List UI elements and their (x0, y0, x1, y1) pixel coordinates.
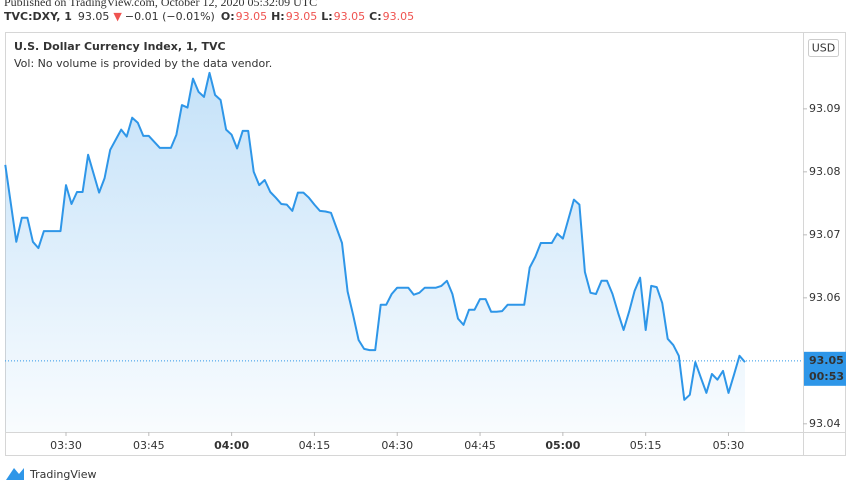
countdown-label: 00:53 (809, 370, 844, 383)
currency-box[interactable] (808, 39, 839, 57)
published-line: Published on TradingView.com, October 12… (4, 0, 317, 9)
x-tick-label: 05:15 (630, 439, 662, 452)
last-price-box (804, 351, 846, 386)
x-tick-label: 05:30 (713, 439, 745, 452)
y-tick-label: 93.04 (809, 417, 841, 430)
ohlc-key: O: (221, 10, 235, 23)
x-tick-label: 04:30 (381, 439, 413, 452)
ohlc-key: L: (321, 10, 332, 23)
symbol: TVC:DXY, 1 (4, 10, 72, 23)
header-price: 93.05 (78, 10, 110, 23)
ohlc-key: H: (271, 10, 285, 23)
last-price-label: 93.05 (809, 354, 844, 367)
ohlc-value: 93.05 (236, 10, 268, 23)
currency-label: USD (812, 42, 836, 55)
ohlc-value: 93.05 (286, 10, 318, 23)
footer-logo (6, 468, 24, 480)
x-tick-label: 05:00 (545, 439, 580, 452)
x-tick-label: 03:45 (133, 439, 165, 452)
x-tick-label: 04:15 (299, 439, 331, 452)
ohlc-value: 93.05 (334, 10, 366, 23)
ohlc-key: C: (369, 10, 381, 23)
footer-brand: TradingView (29, 468, 96, 481)
y-tick-label: 93.09 (809, 102, 841, 115)
logo-icon (6, 468, 24, 480)
change-arrow: ▼ (113, 10, 122, 23)
price-line (4, 71, 746, 401)
y-tick-label: 93.06 (809, 291, 841, 304)
x-tick-label: 04:00 (214, 439, 249, 452)
ohlc-value: 93.05 (383, 10, 415, 23)
y-tick-label: 93.08 (809, 165, 841, 178)
area-fill (5, 72, 746, 433)
x-tick-label: 03:30 (50, 439, 82, 452)
chart-subtitle: Vol: No volume is provided by the data v… (14, 57, 272, 70)
symbol-header: TVC:DXY, 1 93.05 ▼ −0.01 (−0.01%) O: 93.05 H: 9… (4, 10, 414, 23)
y-tick-label: 93.07 (809, 228, 841, 241)
chart-title: U.S. Dollar Currency Index, 1, TVC (14, 40, 226, 53)
x-tick-label: 04:45 (464, 439, 496, 452)
change: −0.01 (−0.01%) (125, 10, 215, 23)
